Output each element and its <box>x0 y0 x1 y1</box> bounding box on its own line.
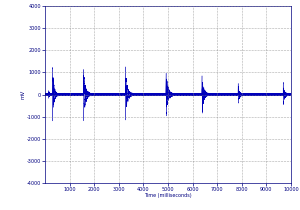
Y-axis label: mV: mV <box>20 90 25 99</box>
X-axis label: Time (milliseconds): Time (milliseconds) <box>144 193 192 198</box>
